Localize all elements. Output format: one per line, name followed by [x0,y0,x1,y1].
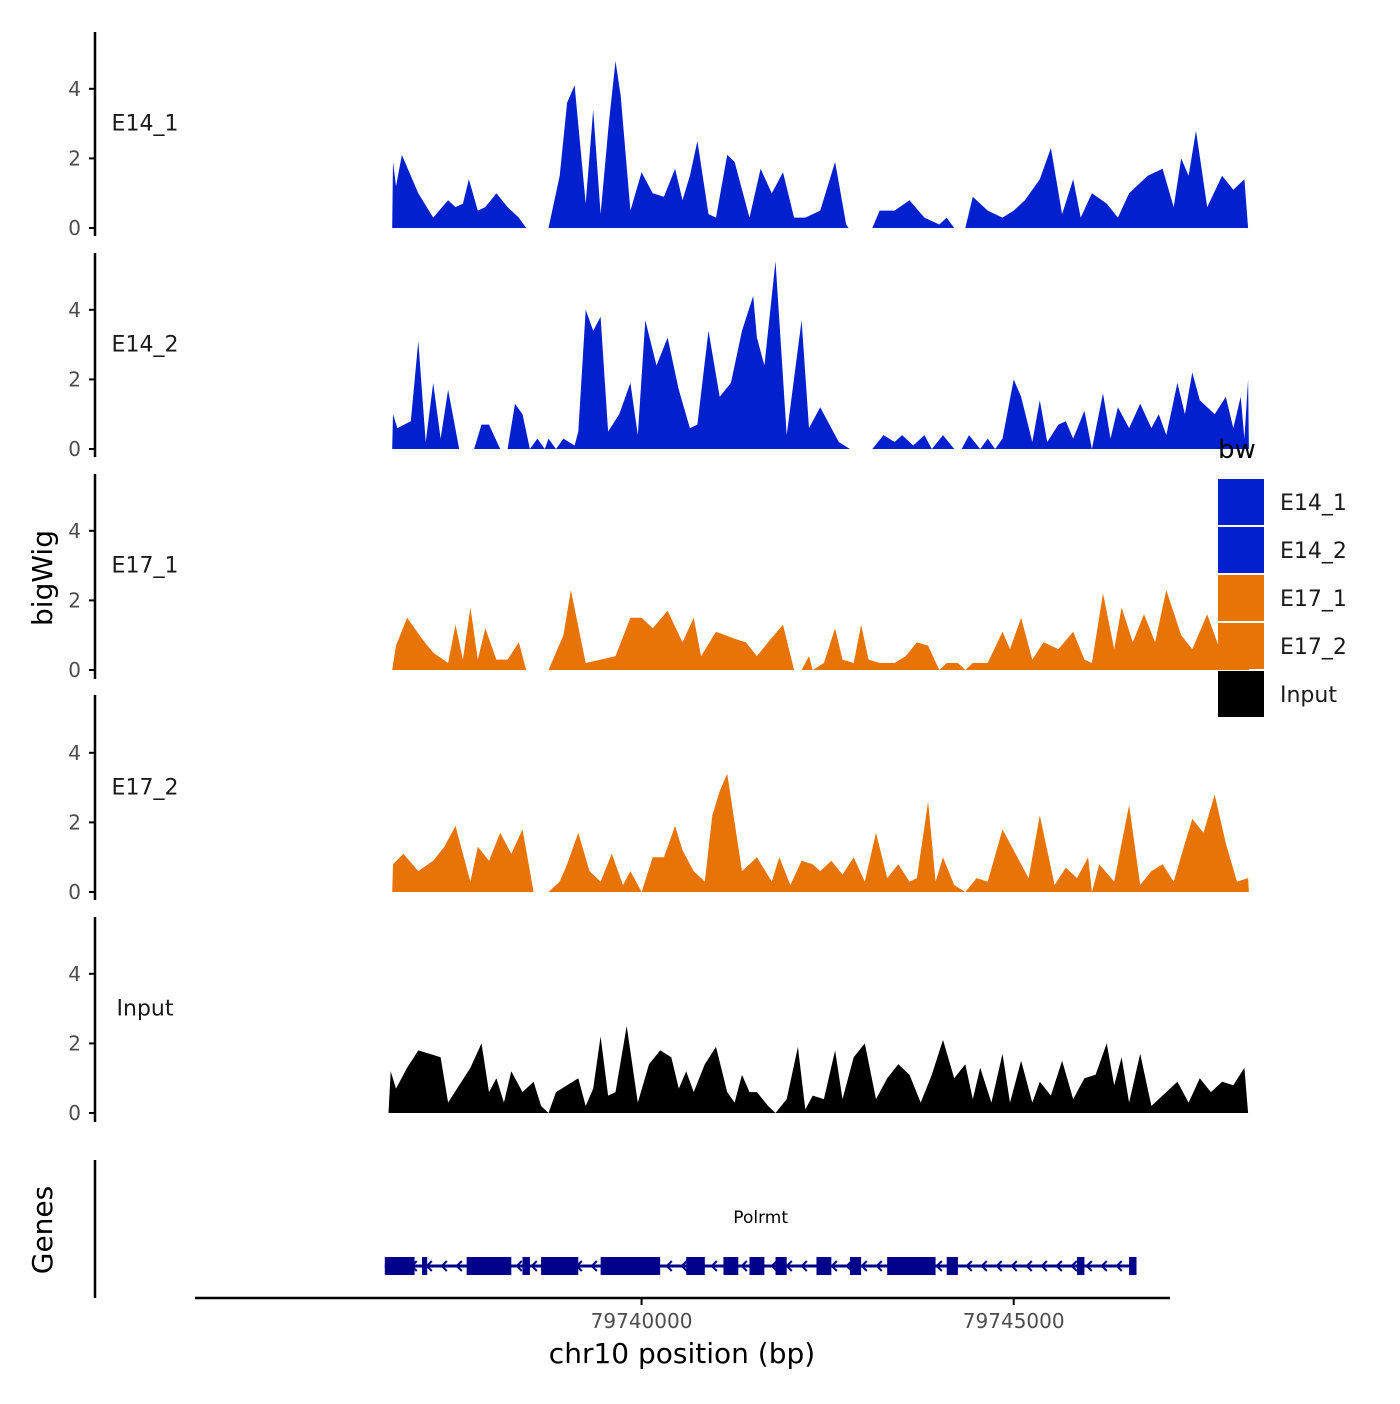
legend-label-E14_1: E14_1 [1280,491,1347,516]
genes-axis-title: Genes [26,1186,59,1274]
strand-arrow [935,1260,943,1272]
strand-arrow [1040,1260,1048,1272]
gene-exon [1129,1257,1137,1275]
strand-arrow [590,1260,598,1272]
strand-arrow [665,1260,673,1272]
legend-key-Input [1218,671,1264,717]
track-label-E17_2: E17_2 [112,776,179,801]
gene-exon [723,1257,739,1275]
y-tick-label: 2 [68,367,81,391]
strand-arrow [740,1260,748,1272]
x-tick-label: 79745000 [963,1309,1065,1333]
gene-exon [816,1257,832,1275]
legend-key-E17_2 [1218,623,1264,669]
y-tick-label: 4 [68,741,81,765]
y-tick-label: 0 [68,216,81,240]
track-label-E14_1: E14_1 [112,112,179,137]
y-tick-label: 0 [68,437,81,461]
strand-arrow [1055,1260,1063,1272]
gene-exon [946,1257,958,1275]
y-tick-label: 2 [68,810,81,834]
gene-exon [775,1257,787,1275]
gene-exon [887,1257,936,1275]
gene-label: Polrmt [733,1208,788,1228]
strand-arrow [965,1260,973,1272]
strand-arrow [710,1260,718,1272]
strand-arrow [1070,1260,1078,1272]
coverage-area-E17_2 [392,773,1249,892]
strand-arrow [980,1260,988,1272]
gene-exon [390,1257,415,1275]
strand-arrow [455,1260,463,1272]
track-label-Input: Input [117,997,174,1022]
x-tick-label: 79740000 [591,1309,693,1333]
y-tick-label: 4 [68,77,81,101]
strand-arrow [680,1260,688,1272]
strand-arrow [1010,1260,1018,1272]
gene-exon [522,1257,530,1275]
strand-arrow [1100,1260,1108,1272]
legend-label-E14_2: E14_2 [1280,539,1347,564]
y-tick-label: 0 [68,880,81,904]
gene-exon [749,1257,765,1275]
strand-arrow [530,1260,538,1272]
legend-key-E14_1 [1218,479,1264,525]
y-tick-label: 4 [68,519,81,543]
strand-arrow [860,1260,868,1272]
strand-arrow [770,1260,778,1272]
coverage-area-E14_2 [392,261,1249,449]
gene-exon [600,1257,661,1275]
legend-label-Input: Input [1280,683,1337,708]
y-tick-label: 2 [68,146,81,170]
gene-exon [384,1257,390,1275]
strand-arrow [1025,1260,1033,1272]
gene-exon [1076,1257,1085,1275]
coverage-area-Input [388,1026,1249,1113]
y-tick-label: 4 [68,298,81,322]
y-axis-title: bigWig [26,530,59,626]
strand-arrow [1115,1260,1123,1272]
coverage-area-E14_1 [392,61,1249,228]
strand-arrow [440,1260,448,1272]
legend-label-E17_1: E17_1 [1280,587,1347,612]
gene-exon [466,1257,512,1275]
gene-exon [686,1257,705,1275]
y-tick-label: 2 [68,1031,81,1055]
strand-arrow [515,1260,523,1272]
gene-exon [541,1257,579,1275]
y-tick-label: 0 [68,1101,81,1125]
y-tick-label: 0 [68,658,81,682]
strand-arrow [830,1260,838,1272]
strand-arrow [875,1260,883,1272]
strand-arrow [1085,1260,1093,1272]
strand-arrow [995,1260,1003,1272]
y-tick-label: 2 [68,588,81,612]
strand-arrow [785,1260,793,1272]
x-axis-title: chr10 position (bp) [549,1337,815,1370]
legend-label-E17_2: E17_2 [1280,635,1347,660]
legend-key-E14_2 [1218,527,1264,573]
gene-exon [849,1257,862,1275]
y-tick-label: 4 [68,962,81,986]
legend-key-E17_1 [1218,575,1264,621]
legend-title: bw [1218,435,1256,465]
gene-exon [422,1257,428,1275]
track-label-E17_1: E17_1 [112,554,179,579]
coverage-area-E17_1 [392,590,1249,670]
strand-arrow [800,1260,808,1272]
track-label-E14_2: E14_2 [112,333,179,358]
